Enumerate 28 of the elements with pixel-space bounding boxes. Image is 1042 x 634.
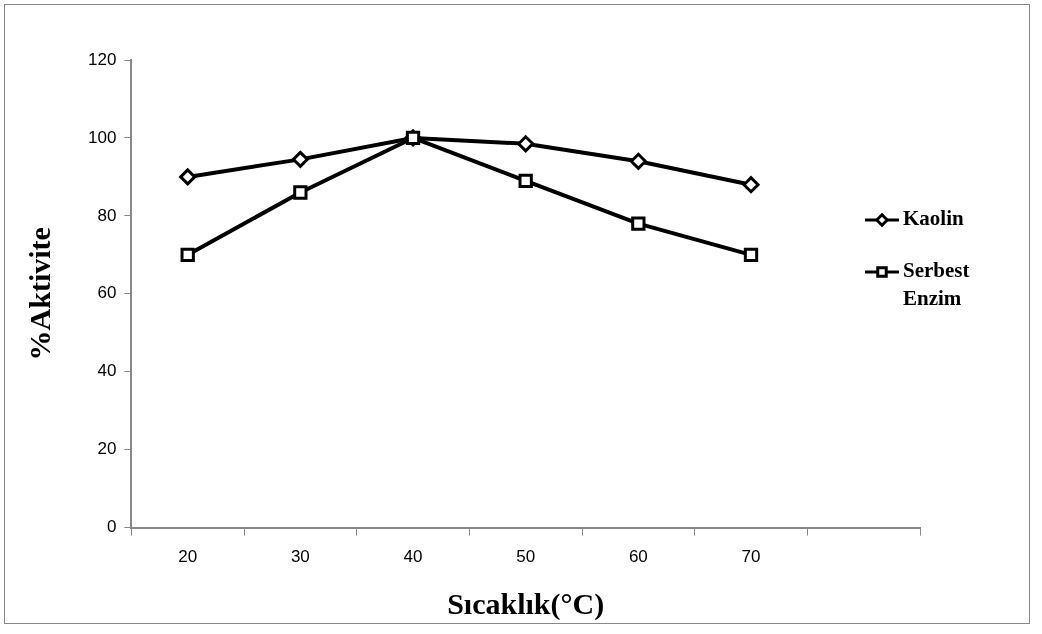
point <box>629 152 647 170</box>
y-tick-label: 40 <box>97 361 117 381</box>
x-tick-label: 60 <box>628 547 648 567</box>
point <box>180 247 195 262</box>
y-axis-title: %Aktivite <box>22 227 56 361</box>
y-tick-label: 100 <box>87 127 117 147</box>
x-tick-label: 40 <box>403 547 423 567</box>
legend-label: Serbest Enzim <box>903 258 970 311</box>
y-tick-label: 0 <box>106 517 117 537</box>
y-tick-label: 60 <box>97 283 117 303</box>
x-tick-label: 70 <box>741 547 761 567</box>
point <box>631 216 646 231</box>
point <box>179 168 197 186</box>
point <box>742 176 760 194</box>
point <box>517 135 535 153</box>
point <box>743 247 759 262</box>
x-tick-label: 30 <box>290 547 310 567</box>
point <box>291 150 309 168</box>
x-axis-title: Sıcaklık(°C) <box>447 586 605 621</box>
y-tick-label: 120 <box>87 49 117 69</box>
x-tick-label: 20 <box>178 547 198 567</box>
x-tick-label: 50 <box>516 547 536 567</box>
point <box>405 130 421 146</box>
point <box>293 185 308 200</box>
y-tick-label: 80 <box>97 205 117 225</box>
point <box>518 173 533 188</box>
y-tick-label: 20 <box>97 439 117 459</box>
legend-label: Kaolin <box>903 206 964 231</box>
